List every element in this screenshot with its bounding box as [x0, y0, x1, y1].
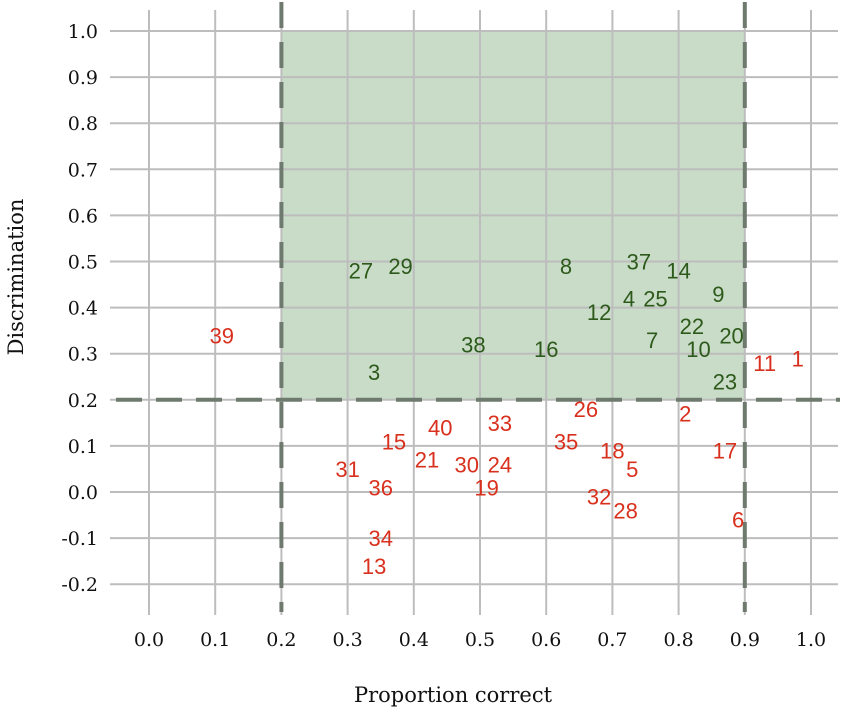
point-label: 22: [680, 314, 704, 339]
y-tick-label: 0.6: [68, 205, 98, 227]
y-tick-label: 0.5: [68, 252, 98, 274]
point-label: 29: [388, 254, 412, 279]
y-tick-label: 0.8: [68, 113, 98, 135]
y-tick-label: 0.1: [68, 436, 98, 458]
x-tick-label: 0.2: [266, 629, 296, 651]
point-label: 27: [349, 259, 373, 284]
point-label: 34: [368, 526, 392, 551]
point-label: 20: [719, 323, 743, 348]
point-label: 13: [362, 554, 386, 579]
point-label: 10: [686, 337, 710, 362]
point-label: 18: [600, 439, 624, 464]
y-tick-label: 0.2: [68, 390, 98, 412]
point-label: 14: [666, 259, 690, 284]
y-tick-label: 0.4: [68, 298, 98, 320]
point-label: 16: [534, 337, 558, 362]
y-tick-label: 1.0: [68, 21, 98, 43]
point-label: 24: [488, 452, 512, 477]
point-label: 40: [428, 415, 452, 440]
x-tick-label: 0.7: [597, 629, 627, 651]
y-axis-label: Discrimination: [4, 199, 28, 356]
x-tick-label: 0.6: [531, 629, 561, 651]
point-label: 26: [574, 397, 598, 422]
y-tick-label: 0.7: [68, 159, 98, 181]
point-label: 4: [623, 286, 635, 311]
point-label: 17: [713, 439, 737, 464]
x-tick-label: 0.8: [663, 629, 693, 651]
x-tick-label: 0.0: [134, 629, 164, 651]
y-tick-label: 0.3: [68, 344, 98, 366]
point-label: 28: [613, 498, 637, 523]
point-label: 5: [626, 457, 638, 482]
y-tick-label: -0.2: [61, 574, 98, 596]
point-label: 30: [455, 452, 479, 477]
y-tick-label: -0.1: [61, 528, 98, 550]
y-tick-label: 0.0: [68, 482, 98, 504]
point-label: 35: [554, 429, 578, 454]
x-tick-label: 0.1: [200, 629, 230, 651]
point-label: 11: [753, 351, 776, 376]
point-label: 1: [792, 346, 804, 371]
point-label: 15: [382, 429, 406, 454]
point-label: 38: [461, 332, 485, 357]
x-axis-label: Proportion correct: [354, 683, 553, 707]
point-label: 7: [646, 328, 658, 353]
x-tick-label: 0.3: [332, 629, 362, 651]
point-label: 33: [488, 411, 512, 436]
point-label: 19: [474, 475, 498, 500]
x-tick-label: 1.0: [796, 629, 826, 651]
point-label: 2: [679, 402, 691, 427]
point-label: 37: [627, 250, 651, 275]
point-label: 12: [587, 300, 611, 325]
point-label: 6: [732, 508, 744, 533]
point-label: 21: [415, 448, 439, 473]
point-label: 32: [587, 485, 611, 510]
x-tick-label: 0.9: [730, 629, 760, 651]
x-tick-label: 0.5: [465, 629, 495, 651]
point-label: 9: [712, 282, 724, 307]
point-label: 39: [210, 323, 234, 348]
point-label: 3: [368, 360, 380, 385]
point-label: 25: [643, 286, 667, 311]
point-label: 8: [560, 254, 572, 279]
point-label: 36: [368, 475, 392, 500]
x-tick-label: 0.4: [399, 629, 429, 651]
point-label: 31: [335, 457, 359, 482]
point-label: 23: [713, 369, 737, 394]
y-tick-label: 0.9: [68, 67, 98, 89]
